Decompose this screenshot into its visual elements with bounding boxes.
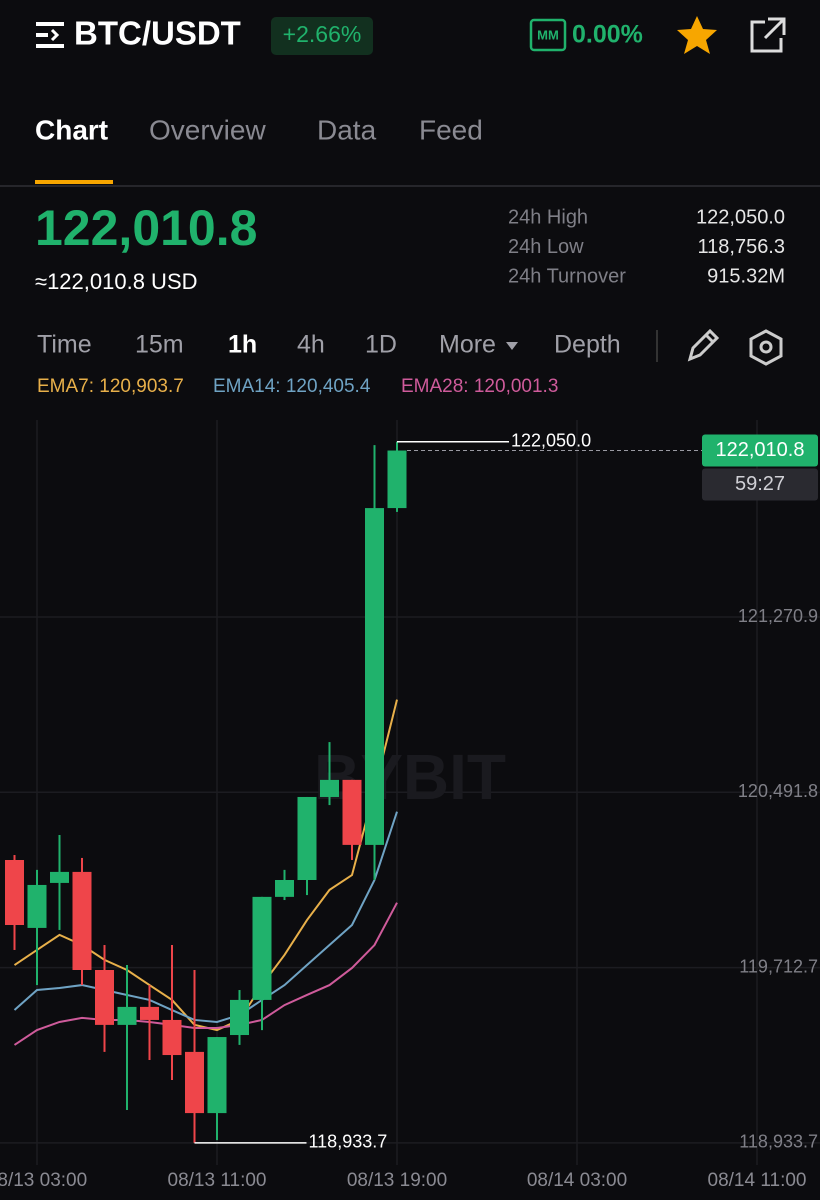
candle-body (5, 859, 24, 925)
candle-body (297, 796, 317, 881)
menu-icon[interactable] (36, 22, 64, 48)
stat-label: 24h High (508, 206, 588, 228)
low-marker-label: 118,933.7 (309, 1132, 388, 1152)
stats: 24h High 122,050.0 24h Low 118,756.3 24h Tur… (508, 206, 785, 287)
tab[interactable]: Data (317, 114, 377, 145)
legend-entry: EMA28: 120,001.3 (401, 376, 558, 397)
chart: 08/13 03:00 08/13 11:00 08/13 19:00 08/14 0… (0, 420, 820, 1191)
tab[interactable]: Chart (35, 114, 108, 145)
legend: EMA7: 120,903.7 EMA14: 120,405.4 EMA28: 12… (37, 376, 558, 397)
high-marker-label: 122,050.0 (511, 430, 591, 450)
timeframe[interactable]: 4h (297, 331, 325, 359)
timeframe[interactable]: Time (37, 331, 92, 359)
share-icon[interactable] (750, 17, 786, 53)
stat-label: 24h Low (508, 236, 584, 258)
y-tick-label: 120,491.8 (738, 781, 818, 801)
y-tick-label: 119,712.7 (739, 956, 818, 976)
last-price-label: 122,010.8 (716, 439, 805, 461)
mm-value: 0.00% (572, 21, 643, 49)
candle-body (320, 779, 339, 797)
candle-body (252, 896, 272, 1000)
ema-line (13, 811, 398, 1023)
active-tab-underline (35, 180, 113, 184)
timeframe[interactable]: 15m (135, 331, 184, 359)
tab[interactable]: Overview (149, 114, 266, 145)
candle-body (72, 871, 92, 970)
legend-entry: EMA7: 120,903.7 (37, 376, 184, 397)
candle-body (230, 999, 249, 1036)
candle-body (275, 880, 294, 897)
legend-entry: EMA14: 120,405.4 (213, 376, 371, 397)
x-tick-label: 08/13 19:00 (347, 1170, 447, 1191)
candle-body (117, 1006, 137, 1025)
more-caret (506, 342, 518, 350)
pair-title[interactable]: BTC/USDT (74, 15, 241, 52)
x-tick-label: 08/14 11:00 (708, 1170, 807, 1191)
candle-body (95, 969, 114, 1025)
change-text: +2.66% (283, 21, 362, 47)
candle-body (50, 871, 69, 883)
last-price-box (702, 434, 818, 467)
mm-badge-box (529, 18, 567, 52)
settings-icon[interactable] (749, 329, 783, 366)
tabs: Chart Overview Data Feed (35, 114, 483, 145)
candle-body (27, 884, 47, 928)
stat-value: 118,756.3 (698, 236, 786, 258)
countdown-box (702, 468, 818, 501)
price-usd: ≈122,010.8 USD (35, 269, 198, 294)
candle-body (387, 450, 407, 509)
x-tick-label: 08/13 11:00 (168, 1170, 267, 1191)
candle-body (162, 1019, 182, 1056)
timeframes: Time 15m 1h 4h 1D More Depth (37, 331, 621, 359)
timeframe[interactable]: More (439, 331, 496, 359)
timeframe[interactable]: 1D (365, 331, 397, 359)
countdown: 59:27 (735, 473, 785, 495)
stat-label: 24h Turnover (508, 265, 626, 287)
candle-body (185, 1051, 204, 1114)
stat-value: 122,050.0 (696, 206, 785, 228)
candle-body (140, 1006, 159, 1020)
change-badge (271, 17, 373, 55)
candle-body (365, 508, 384, 845)
tab[interactable]: Feed (419, 114, 483, 145)
timeframe[interactable]: 1h (228, 331, 257, 359)
timeframe[interactable]: Depth (554, 331, 621, 359)
candle-body (207, 1037, 227, 1114)
y-tick-label: 118,933.7 (739, 1132, 818, 1152)
mm-badge: MM (537, 27, 559, 42)
candle-body (342, 779, 362, 845)
draw-tool-icon[interactable] (687, 328, 720, 362)
y-tick-label: 121,270.9 (738, 606, 818, 626)
ema-line (13, 902, 398, 1046)
stat-value: 915.32M (707, 265, 785, 287)
x-tick-label: 08/13 03:00 (0, 1170, 87, 1191)
favorite-star[interactable] (677, 16, 717, 54)
x-tick-label: 08/14 03:00 (527, 1170, 627, 1191)
last-price: 122,010.8 (35, 200, 257, 256)
